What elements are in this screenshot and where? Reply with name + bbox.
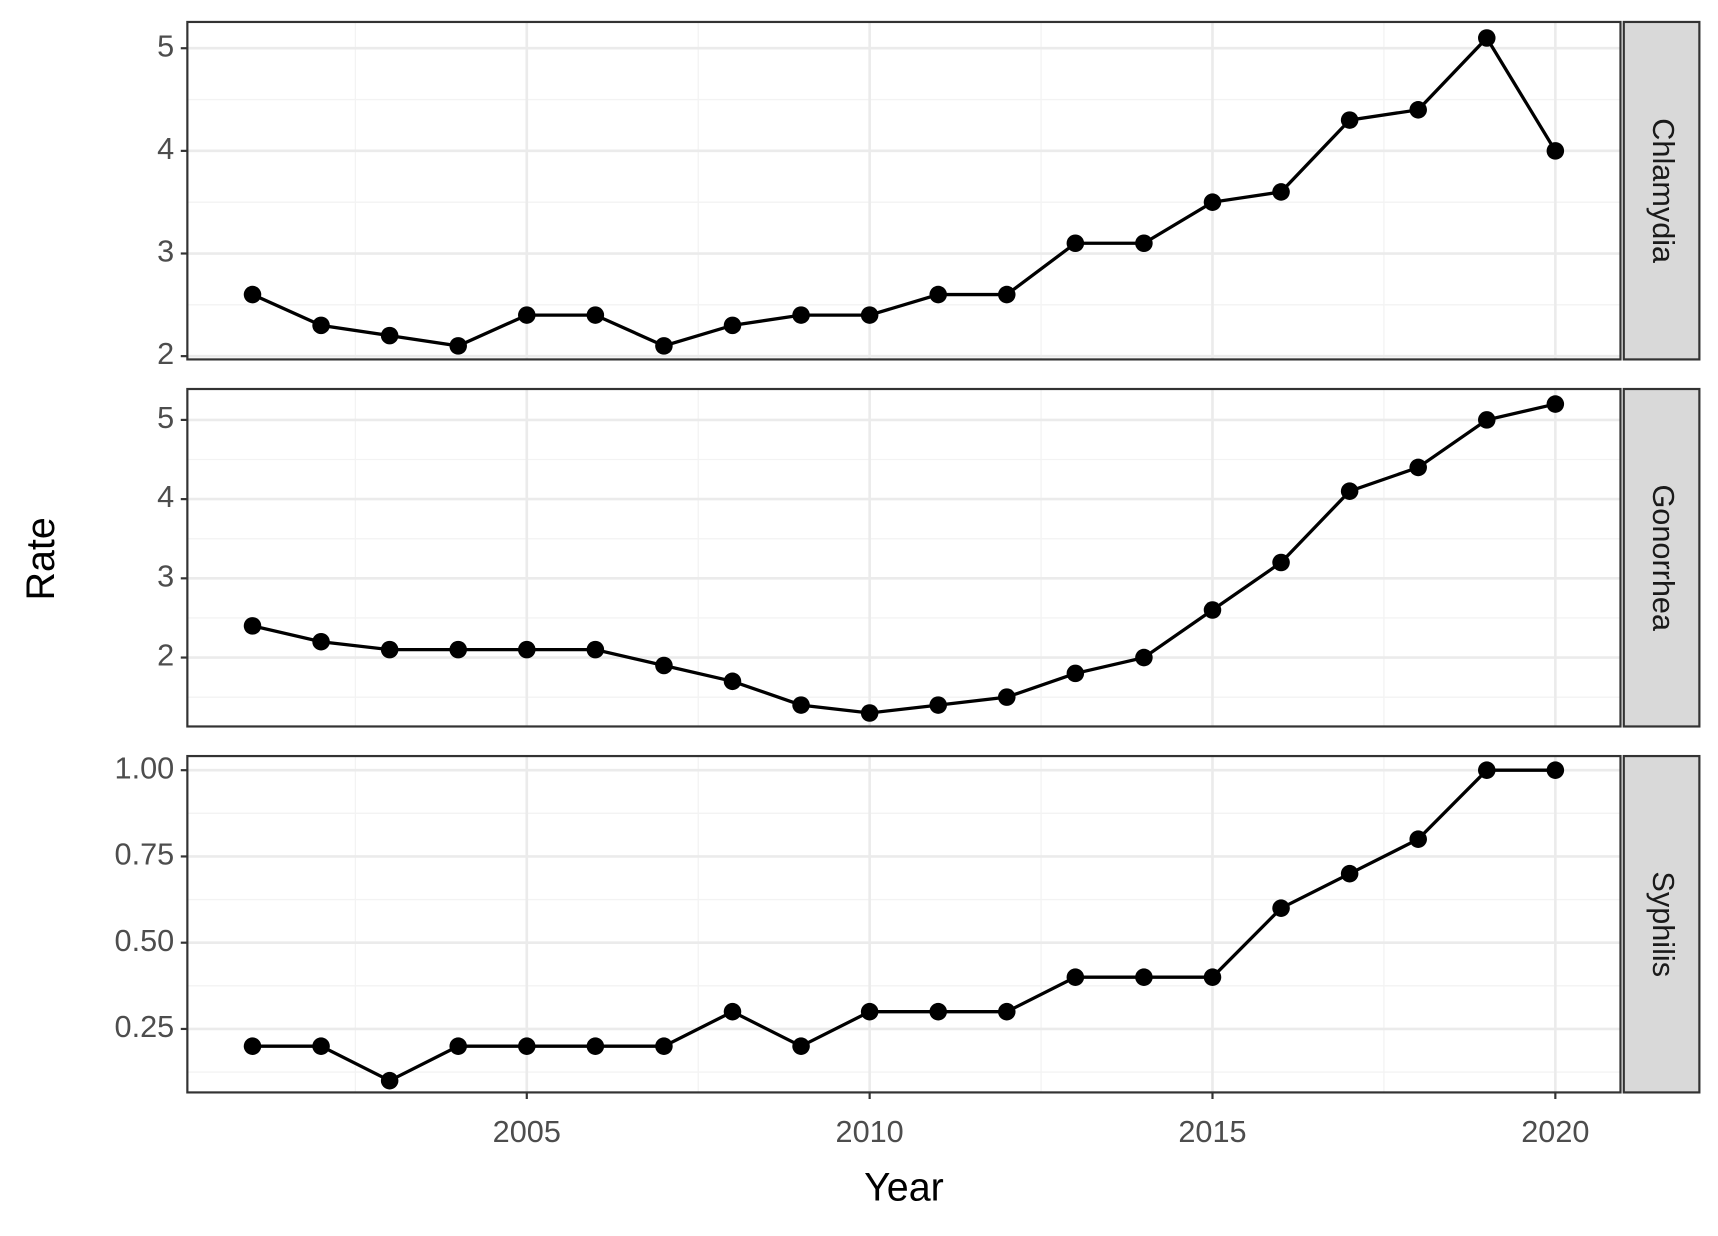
point (1066, 664, 1085, 683)
point (792, 696, 810, 714)
y-tick-label: 0.75 (115, 838, 175, 872)
point (1546, 395, 1565, 413)
strip-label: Chlamydia (1646, 118, 1680, 264)
point (1340, 482, 1359, 500)
point (1272, 899, 1290, 917)
point (1409, 830, 1427, 848)
y-tick-label: 4 (157, 132, 174, 166)
point (380, 1071, 399, 1090)
x-tick-label: 2010 (836, 1115, 904, 1149)
point (1478, 411, 1496, 429)
point (998, 1002, 1016, 1021)
point (449, 640, 467, 659)
y-tick-label: 3 (157, 559, 174, 593)
point (655, 656, 673, 675)
y-tick-label: 0.50 (115, 924, 175, 958)
point (312, 316, 330, 335)
point (1478, 761, 1496, 779)
point (792, 306, 810, 324)
point (518, 1037, 536, 1055)
point (1203, 601, 1222, 619)
point (1478, 29, 1496, 47)
point (1203, 193, 1222, 211)
point (1135, 234, 1153, 253)
panel-border (186, 20, 1622, 361)
panel-border (186, 387, 1622, 728)
panel-border (186, 754, 1622, 1094)
panel-background (187, 21, 1621, 360)
point (1340, 111, 1359, 129)
point (449, 1037, 467, 1055)
y-tick-label: 2 (157, 337, 174, 371)
point (655, 337, 673, 355)
x-tick-label: 2015 (1178, 1115, 1246, 1149)
point (723, 672, 742, 691)
y-tick-label: 5 (157, 29, 174, 63)
x-axis-title: Year (864, 1165, 944, 1209)
point (518, 306, 536, 324)
point (1546, 761, 1565, 779)
point (243, 1037, 262, 1055)
point (1203, 968, 1222, 986)
y-tick-label: 4 (157, 480, 174, 514)
point (586, 640, 605, 659)
strip-label: Syphilis (1646, 871, 1680, 977)
point (1066, 968, 1085, 986)
point (1546, 142, 1565, 160)
point (723, 1002, 742, 1021)
x-tick-label: 2005 (493, 1115, 561, 1149)
point (929, 696, 947, 714)
x-tick-label: 2020 (1521, 1115, 1589, 1149)
point (1272, 553, 1290, 572)
point (449, 337, 467, 355)
strip (1622, 387, 1701, 728)
point (860, 306, 879, 324)
point (723, 316, 742, 335)
point (1409, 101, 1427, 119)
point (860, 704, 879, 722)
panel-background (187, 756, 1621, 1093)
point (1409, 458, 1427, 477)
point (243, 617, 262, 635)
point (998, 688, 1016, 706)
point (312, 632, 330, 651)
point (1272, 183, 1290, 201)
panel-background (187, 389, 1621, 727)
point (929, 285, 947, 304)
point (792, 1037, 810, 1055)
point (380, 640, 399, 659)
point (655, 1037, 673, 1055)
point (243, 285, 262, 304)
y-tick-label: 5 (157, 401, 174, 435)
point (929, 1002, 947, 1021)
y-tick-label: 3 (157, 235, 174, 269)
point (1135, 648, 1153, 667)
point (860, 1002, 879, 1021)
point (518, 640, 536, 659)
y-axis-title: Rate (19, 517, 63, 600)
point (1066, 234, 1085, 253)
point (312, 1037, 330, 1055)
line (251, 35, 1557, 348)
point (586, 1037, 605, 1055)
line (252, 768, 1556, 1083)
strip (1622, 20, 1701, 361)
strip (1622, 754, 1701, 1094)
line (252, 402, 1556, 715)
point (998, 285, 1016, 304)
point (1135, 968, 1153, 986)
point (380, 326, 399, 345)
point (1340, 864, 1359, 883)
strip-label: Gonorrhea (1646, 484, 1680, 632)
y-tick-label: 1.00 (115, 751, 175, 785)
y-tick-label: 2 (157, 639, 174, 673)
y-tick-label: 0.25 (115, 1010, 175, 1044)
point (586, 306, 605, 324)
